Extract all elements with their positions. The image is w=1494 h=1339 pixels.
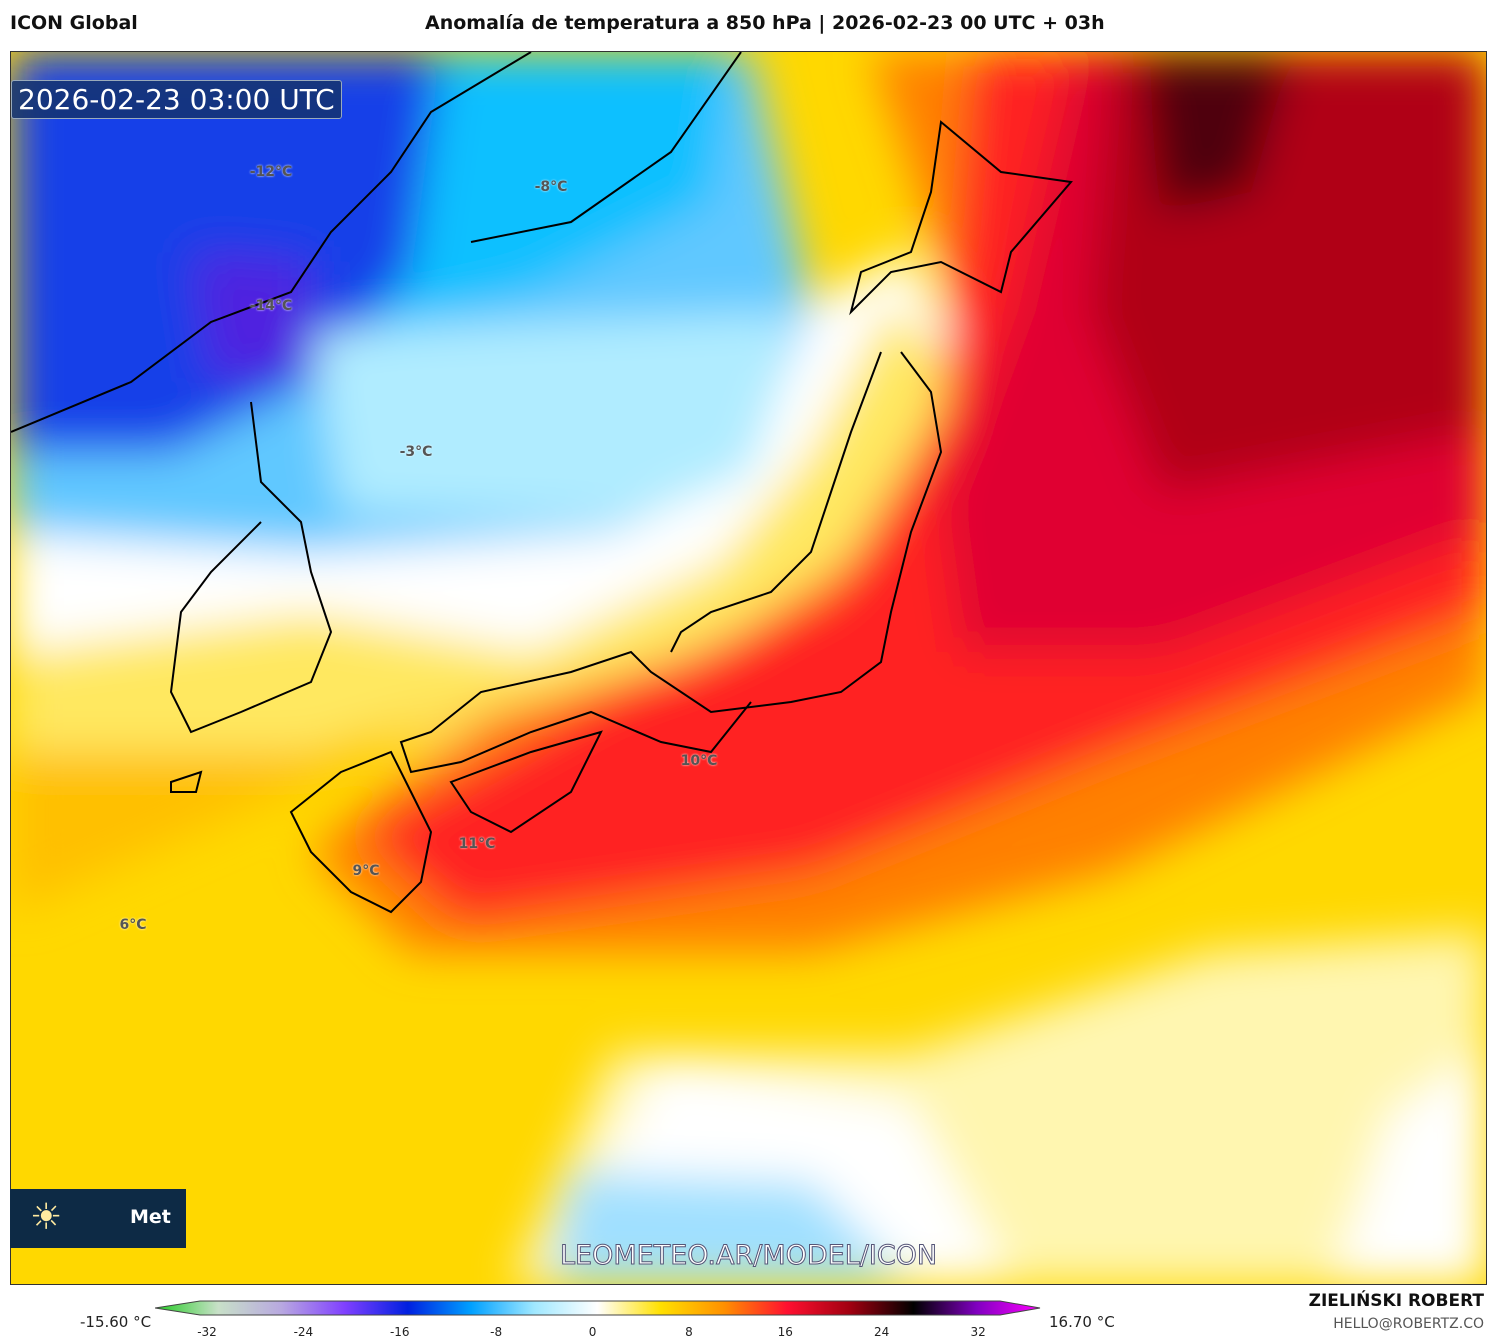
- coastline-kyushu: [289, 750, 433, 914]
- author-email: HELLO@ROBERTZ.CO: [1333, 1316, 1484, 1332]
- contour-label: 6°C: [119, 917, 147, 933]
- colorbar-tick: 0: [588, 1325, 597, 1339]
- contour-label: 9°C: [352, 863, 380, 879]
- map-title: Anomalía de temperatura a 850 hPa | 2026…: [425, 12, 1105, 34]
- contour-label: -8°C: [534, 179, 568, 195]
- colorbar-tick: -24: [293, 1325, 314, 1339]
- contour-label: 10°C: [680, 753, 718, 769]
- coastline-honshu: [399, 351, 943, 774]
- colorbar-tick: 24: [874, 1325, 890, 1339]
- colorbar-tick: -32: [197, 1325, 217, 1339]
- colorbar-tick: -8: [490, 1325, 503, 1339]
- coastline-shikoku: [449, 730, 603, 834]
- anomaly-field: [11, 52, 1486, 1284]
- coastline-asia: [11, 52, 532, 433]
- logo-text: Met: [130, 1206, 171, 1228]
- coastline-korea: [169, 401, 333, 734]
- watermark: LEOMETEO.AR/MODEL/ICON: [559, 1240, 938, 1272]
- contour-label: -12°C: [249, 164, 293, 180]
- colorbar-max-label: 16.70 °C: [1049, 1313, 1115, 1331]
- temperature-anomaly-map[interactable]: 2026-02-23 03:00 UTC -12°C -8°C -14°C -3…: [10, 51, 1487, 1285]
- brand-logo: ☀ Met: [10, 1189, 186, 1248]
- colorbar-min-label: -15.60 °C: [80, 1313, 152, 1331]
- colorbar-tick: 32: [970, 1325, 986, 1339]
- colorbar-tick: 16: [777, 1325, 793, 1339]
- contour-label: -14°C: [249, 298, 293, 314]
- colorbar: [155, 1300, 1041, 1316]
- coastline-hokkaido: [849, 120, 1073, 316]
- colorbar-gradient: [155, 1300, 1041, 1316]
- model-name: ICON Global: [10, 12, 138, 34]
- colorbar-tick: 8: [685, 1325, 693, 1339]
- valid-time-stamp: 2026-02-23 03:00 UTC: [11, 80, 342, 119]
- contour-label: 11°C: [458, 836, 496, 852]
- contour-label: -3°C: [399, 444, 433, 460]
- author-name: ZIELIŃSKI ROBERT: [1308, 1291, 1484, 1311]
- sun-icon: ☀: [30, 1197, 63, 1238]
- colorbar-tick: -16: [389, 1325, 410, 1339]
